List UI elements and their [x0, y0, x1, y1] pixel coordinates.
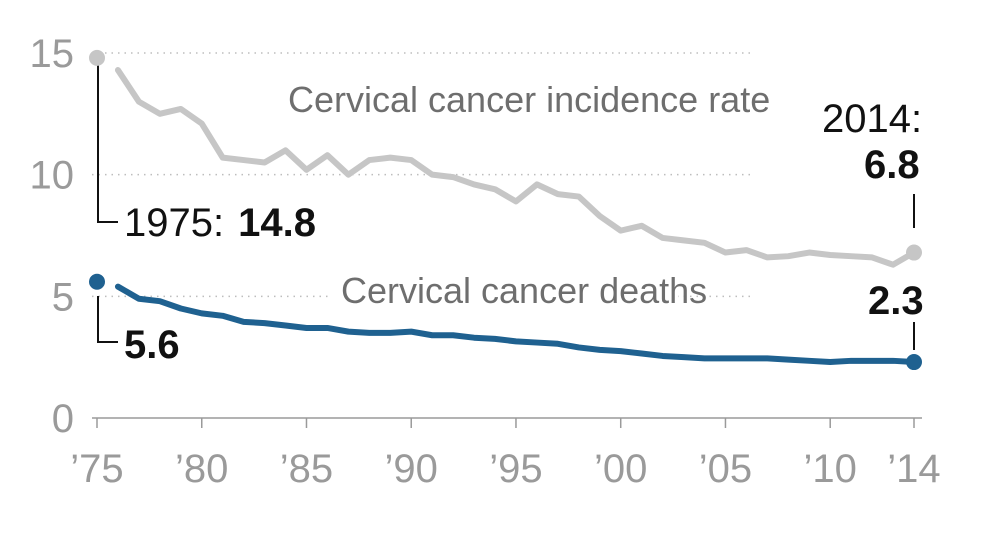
y-tick-labels: 0 5 10 15 — [30, 32, 75, 441]
start-point-1 — [89, 273, 105, 290]
annotations: 1975: 14.8 5.6 2014: 6.8 2.3 — [97, 64, 924, 367]
y-tick-label-10: 10 — [30, 154, 75, 198]
end-point-1 — [906, 354, 922, 371]
x-tick-label-2014: ’14 — [887, 447, 940, 491]
series-label-incidence: Cervical cancer incidence rate — [288, 79, 770, 120]
series-label-incidence-group: Cervical cancer incidence rate — [280, 72, 770, 122]
leader-line-start-deaths — [97, 296, 118, 343]
series-line-1 — [114, 283, 917, 366]
y-tick-label-15: 15 — [30, 32, 75, 76]
x-tick-label-1975: ’75 — [70, 447, 123, 491]
end-point-0 — [906, 244, 922, 261]
series-label-deaths: Cervical cancer deaths — [341, 270, 707, 311]
start-incidence-value: 14.8 — [238, 201, 316, 245]
x-tick-label-2000: ’00 — [594, 447, 647, 491]
end-deaths-value: 2.3 — [868, 279, 924, 323]
x-tick-labels: ’75 ’80 ’85 ’90 ’95 ’00 ’05 ’10 ’14 — [70, 447, 940, 491]
x-tick-label-1995: ’95 — [489, 447, 542, 491]
series-label-deaths-group: Cervical cancer deaths — [330, 266, 707, 318]
x-tick-label-1990: ’90 — [385, 447, 438, 491]
y-tick-label-0: 0 — [52, 397, 74, 441]
start-point-0 — [89, 49, 105, 66]
x-tick-label-1980: ’80 — [175, 447, 228, 491]
end-year-label: 2014: — [822, 97, 922, 141]
series-line-0 — [114, 67, 917, 268]
x-axis — [92, 417, 922, 428]
x-tick-label-1985: ’85 — [280, 447, 333, 491]
start-deaths-value: 5.6 — [124, 323, 180, 367]
start-year: 1975: — [124, 201, 224, 245]
endpoint-markers — [89, 49, 922, 371]
y-tick-label-5: 5 — [52, 275, 74, 319]
series-lines — [114, 67, 917, 366]
leader-line-start-incidence — [97, 64, 118, 223]
x-tick-label-2005: ’05 — [699, 447, 752, 491]
x-tick-label-2010: ’10 — [804, 447, 857, 491]
start-year-label: 1975: 14.8 — [124, 201, 316, 245]
end-incidence-value: 6.8 — [864, 143, 920, 187]
